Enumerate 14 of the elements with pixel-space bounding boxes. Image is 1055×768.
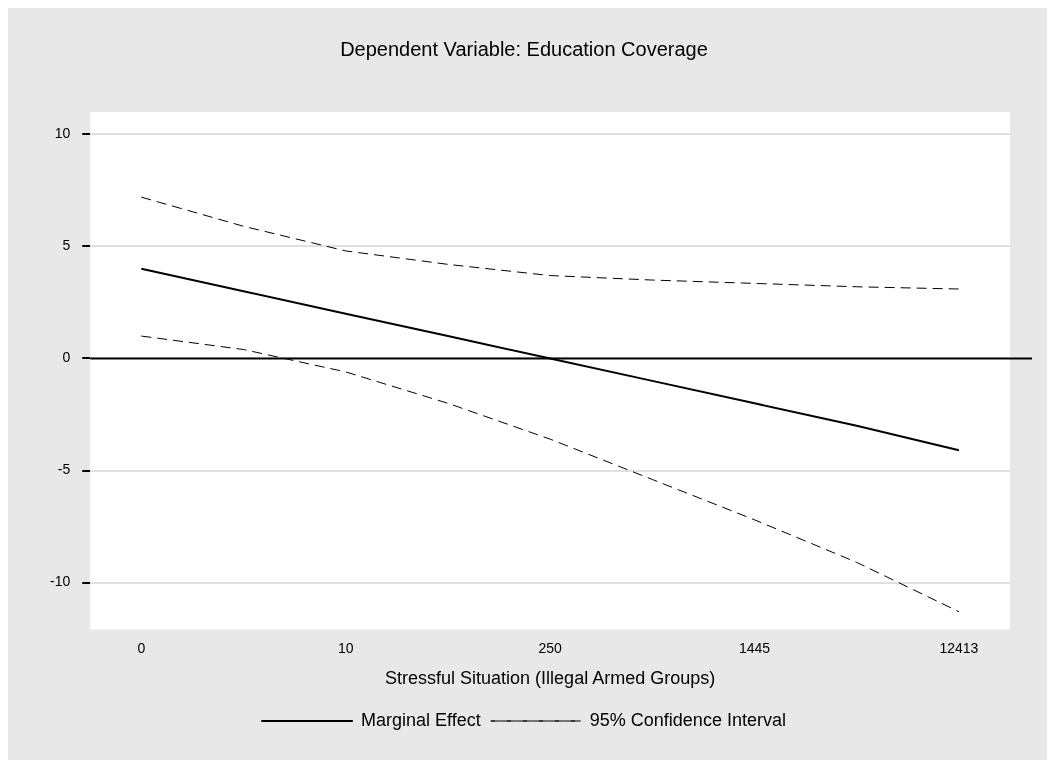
legend-label: 95% Confidence Interval: [589, 709, 786, 730]
y-tick-label: 10: [54, 125, 71, 142]
legend-label: Marginal Effect: [361, 709, 481, 730]
x-tick-label: 1445: [738, 639, 771, 656]
x-tick-label: 12413: [939, 639, 979, 656]
y-tick-label: -5: [57, 461, 71, 478]
x-tick-label: 0: [137, 639, 146, 656]
x-axis-title: Stressful Situation (Illegal Armed Groups): [385, 668, 716, 689]
y-tick-label: 0: [62, 349, 71, 366]
x-tick-label: 10: [337, 639, 354, 656]
y-tick-label: -10: [50, 573, 71, 590]
y-tick-label: 5: [62, 237, 71, 254]
x-tick-label: 250: [538, 639, 563, 656]
chart-title: Dependent Variable: Education Coverage: [340, 37, 708, 60]
